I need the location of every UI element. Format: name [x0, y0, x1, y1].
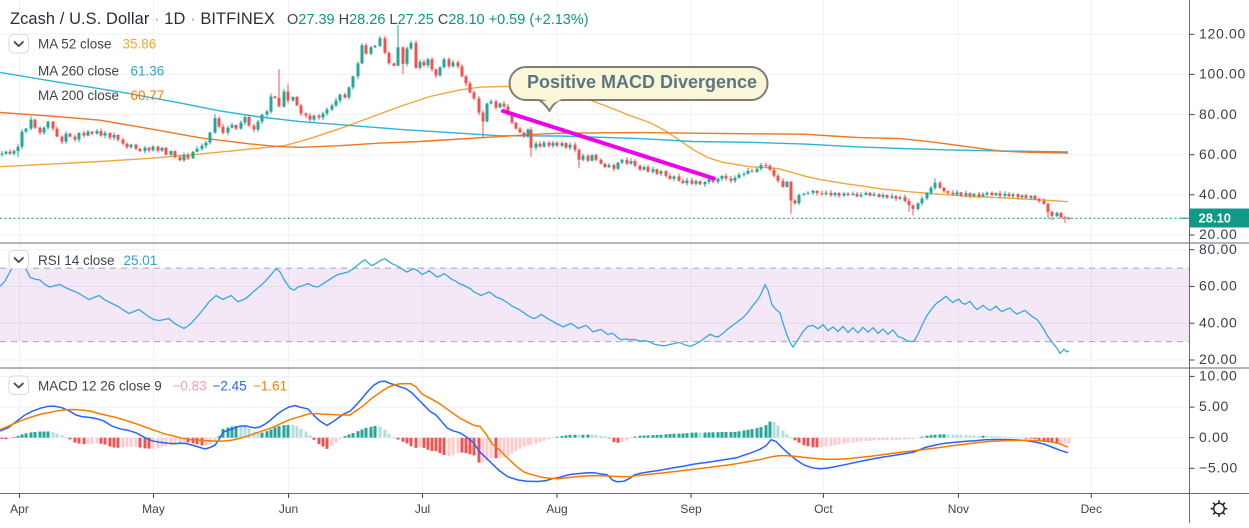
- svg-text:40.00: 40.00: [1199, 314, 1238, 330]
- svg-text:61.36: 61.36: [131, 64, 165, 79]
- svg-text:20.00: 20.00: [1199, 226, 1238, 242]
- svg-text:60.00: 60.00: [1199, 146, 1238, 162]
- svg-text:Jul: Jul: [415, 502, 430, 516]
- svg-text:MACD 12 26 close 9: MACD 12 26 close 9: [38, 379, 162, 394]
- svg-text:60.00: 60.00: [1199, 278, 1238, 294]
- svg-text:MA 200 close: MA 200 close: [38, 88, 119, 103]
- svg-text:5.00: 5.00: [1199, 398, 1229, 414]
- svg-text:60.77: 60.77: [131, 88, 165, 103]
- svg-text:10.00: 10.00: [1199, 368, 1238, 384]
- svg-text:Nov: Nov: [948, 502, 969, 516]
- svg-text:28.10: 28.10: [1199, 211, 1232, 226]
- svg-text:Dec: Dec: [1081, 502, 1102, 516]
- svg-text:MA 52 close: MA 52 close: [38, 37, 112, 52]
- svg-text:25.01: 25.01: [124, 253, 158, 268]
- svg-text:Sep: Sep: [680, 502, 702, 516]
- svg-text:RSI 14 close: RSI 14 close: [38, 253, 115, 268]
- svg-text:120.00: 120.00: [1199, 26, 1246, 42]
- svg-text:Zcash / U.S. Dollar · 1D · BIT: Zcash / U.S. Dollar · 1D · BITFINEX: [10, 10, 275, 28]
- svg-text:100.00: 100.00: [1199, 66, 1246, 82]
- svg-text:O27.39 H28.26 L27.25 C28.10 +0: O27.39 H28.26 L27.25 C28.10 +0.59 (+2.13…: [287, 12, 589, 28]
- svg-text:40.00: 40.00: [1199, 186, 1238, 202]
- svg-text:Jun: Jun: [279, 502, 298, 516]
- svg-text:MA 260 close: MA 260 close: [38, 64, 119, 79]
- svg-text:Aug: Aug: [546, 502, 567, 516]
- svg-text:−1.61: −1.61: [253, 379, 287, 394]
- svg-text:May: May: [142, 502, 165, 516]
- svg-text:80.00: 80.00: [1199, 241, 1238, 257]
- svg-text:35.86: 35.86: [123, 37, 157, 52]
- svg-text:−0.83: −0.83: [173, 379, 207, 394]
- svg-text:80.00: 80.00: [1199, 106, 1238, 122]
- svg-text:−5.00: −5.00: [1199, 460, 1238, 476]
- svg-text:Oct: Oct: [814, 502, 833, 516]
- svg-text:−2.45: −2.45: [213, 379, 247, 394]
- svg-text:Apr: Apr: [10, 502, 29, 516]
- svg-text:0.00: 0.00: [1199, 429, 1229, 445]
- svg-text:20.00: 20.00: [1199, 351, 1238, 367]
- svg-text:Positive MACD Divergence: Positive MACD Divergence: [527, 72, 757, 92]
